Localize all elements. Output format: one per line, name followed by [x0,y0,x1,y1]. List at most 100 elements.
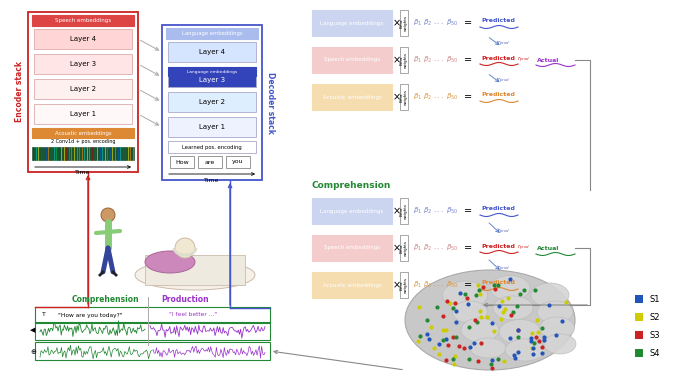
Bar [400,10,408,36]
Text: Beta
weights: Beta weights [400,203,408,219]
Text: Predicted: Predicted [481,207,515,211]
Text: Layer 1: Layer 1 [70,111,96,117]
Text: Layer 4: Layer 4 [70,36,96,42]
Ellipse shape [452,301,487,323]
Text: $r_{prod}$: $r_{prod}$ [517,243,531,253]
Text: =: = [464,55,472,65]
Bar [32,128,134,138]
Circle shape [101,208,115,222]
Bar [635,349,643,357]
Ellipse shape [499,320,541,344]
Bar [35,307,270,323]
Text: Learned pos. encoding: Learned pos. encoding [182,144,242,149]
Text: Production: Production [161,296,209,304]
Ellipse shape [461,318,499,342]
Bar [168,117,256,137]
Bar [35,322,270,340]
Bar [34,104,132,124]
Bar [34,29,132,49]
Text: Layer 2: Layer 2 [199,99,225,105]
Text: Speech embeddings: Speech embeddings [324,58,380,62]
Text: =: = [464,92,472,102]
Bar [32,147,134,160]
Ellipse shape [490,275,530,301]
Ellipse shape [531,283,569,307]
Ellipse shape [544,334,576,354]
Bar [145,255,245,285]
Bar [312,84,392,110]
Text: Language embeddings: Language embeddings [187,69,237,74]
Text: ×: × [393,206,401,216]
Bar [635,313,643,321]
Ellipse shape [493,296,533,320]
Text: ◀: ◀ [31,327,36,333]
Text: ×: × [393,243,401,253]
Text: Predicted: Predicted [481,19,515,24]
Text: $\beta_1\ \beta_2\ ...\ \beta_{50}$: $\beta_1\ \beta_2\ ...\ \beta_{50}$ [413,55,459,65]
Bar [312,272,392,298]
Text: Actual: Actual [537,58,559,62]
Bar [32,15,134,26]
Bar [170,156,194,168]
Ellipse shape [470,338,506,358]
Text: Beta
weights: Beta weights [400,240,408,256]
Bar [635,331,643,339]
Bar [168,67,256,87]
Ellipse shape [443,281,487,309]
Bar [168,92,256,112]
Text: "How are you today?": "How are you today?" [58,312,122,317]
Text: Predicted: Predicted [481,93,515,98]
Text: "I feel better ...": "I feel better ..." [169,312,217,317]
Text: Time: Time [204,178,220,182]
Text: ×: × [393,280,401,290]
Text: Comprehension: Comprehension [71,296,139,304]
Text: S2: S2 [649,312,660,322]
Text: Language embeddings: Language embeddings [321,21,384,26]
Text: $\beta_1\ \beta_2\ ...\ \beta_{50}$: $\beta_1\ \beta_2\ ...\ \beta_{50}$ [413,206,459,216]
Text: =: = [464,280,472,290]
Text: ×: × [393,18,401,28]
Text: Acoustic embeddings: Acoustic embeddings [323,94,382,99]
Text: ⊕: ⊕ [30,349,36,355]
Text: $\beta_1\ \beta_2\ ...\ \beta_{50}$: $\beta_1\ \beta_2\ ...\ \beta_{50}$ [413,280,459,290]
Bar [198,156,222,168]
Bar [168,141,256,153]
Bar [400,47,408,73]
Bar [35,342,270,360]
Bar [34,54,132,74]
Text: Beta
weights: Beta weights [400,89,408,105]
Text: $r_{prod}$: $r_{prod}$ [498,227,511,237]
Text: ×: × [393,92,401,102]
Ellipse shape [405,270,575,370]
Text: Language embeddings: Language embeddings [182,31,242,36]
Bar [312,198,392,224]
Bar [168,42,256,62]
Bar [312,10,392,36]
Text: How: How [175,160,189,165]
Bar [166,28,258,39]
Text: $\beta_1\ \beta_2\ ...\ \beta_{50}$: $\beta_1\ \beta_2\ ...\ \beta_{50}$ [413,92,459,102]
Bar [28,12,138,172]
Text: Beta
weights: Beta weights [400,15,408,31]
Ellipse shape [505,339,545,361]
Circle shape [175,238,195,258]
Ellipse shape [537,301,573,323]
Text: Predicted: Predicted [481,280,515,285]
Bar [400,235,408,261]
Bar [400,84,408,110]
Text: $r_{prod}$: $r_{prod}$ [498,76,511,86]
Bar [168,67,256,76]
Text: Predicted: Predicted [481,243,515,248]
Text: Beta
weights: Beta weights [400,52,408,68]
Text: Speech embeddings: Speech embeddings [55,18,111,23]
Text: Layer 1: Layer 1 [199,124,225,130]
Text: S4: S4 [649,349,660,357]
Bar [400,272,408,298]
Text: Predicted: Predicted [481,56,515,61]
Bar [400,198,408,224]
Bar [162,25,262,180]
Text: ×: × [393,55,401,65]
Text: Decoder stack: Decoder stack [266,72,275,133]
Text: =: = [464,206,472,216]
Text: Encoder stack: Encoder stack [16,61,24,123]
